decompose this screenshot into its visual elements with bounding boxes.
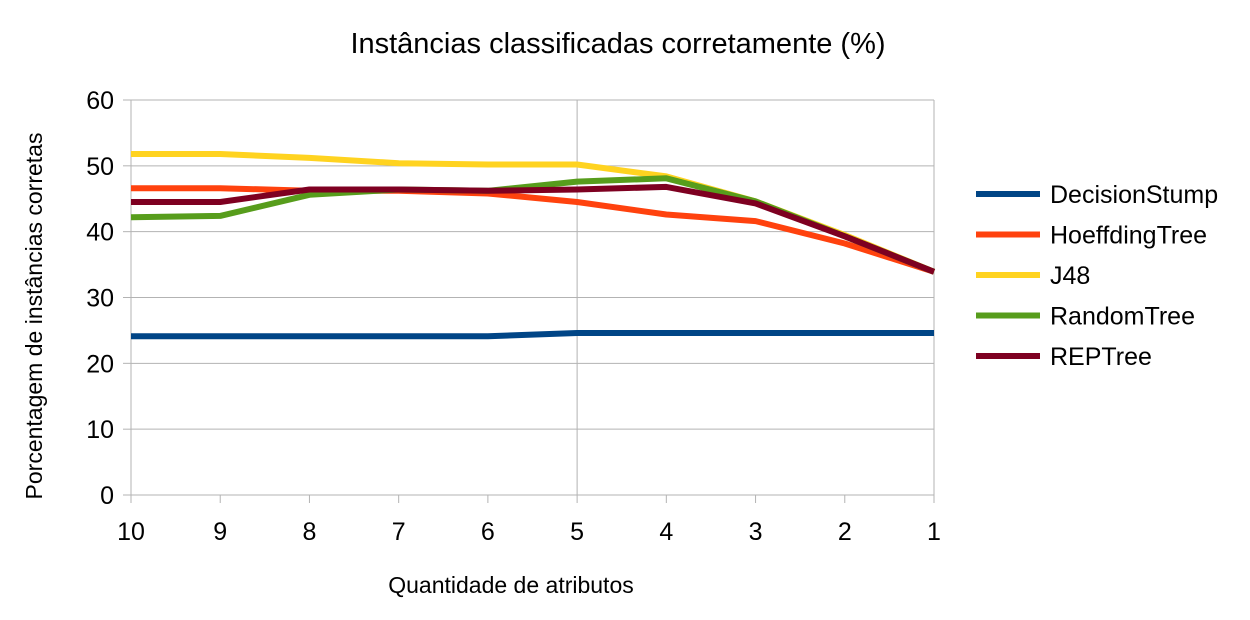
x-tick-label: 4 — [659, 518, 673, 546]
legend-label: J48 — [1050, 262, 1090, 290]
x-tick-label: 10 — [117, 518, 145, 546]
legend-label: REPTree — [1050, 343, 1152, 371]
axes — [123, 99, 935, 503]
y-tick-label: 20 — [86, 350, 114, 378]
series-line-hoeffdingtree — [131, 185, 935, 275]
x-tick-label: 6 — [481, 518, 495, 546]
x-tick-label: 2 — [838, 518, 852, 546]
x-tick-labels: 10 9 8 7 6 5 4 3 2 1 — [117, 518, 941, 546]
series-line-reptree — [131, 183, 936, 275]
legend-label: RandomTree — [1050, 303, 1195, 331]
legend: DecisionStump HoeffdingTree J48 RandomTree R… — [976, 181, 1218, 371]
legend-label: DecisionStump — [1050, 181, 1218, 209]
series-line-j48 — [131, 151, 936, 275]
series-line-decisionstump — [131, 330, 934, 340]
grid-layer — [131, 99, 934, 495]
series-lines — [130, 151, 936, 340]
x-axis-label: Quantidade de atributos — [388, 572, 634, 598]
x-tick-label: 3 — [749, 518, 763, 546]
y-tick-label: 10 — [86, 416, 114, 444]
y-axis-label: Porcentagem de instâncias corretas — [21, 133, 47, 500]
x-tick-label: 7 — [392, 518, 406, 546]
chart-title: Instâncias classificadas corretamente (%… — [350, 28, 885, 60]
y-tick-label: 60 — [86, 87, 114, 115]
y-tick-labels: 0 10 20 30 40 50 60 — [86, 87, 114, 510]
legend-label: HoeffdingTree — [1050, 222, 1207, 250]
x-tick-label: 8 — [302, 518, 316, 546]
x-tick-label: 9 — [213, 518, 227, 546]
y-tick-label: 40 — [86, 219, 114, 247]
x-tick-label: 1 — [927, 518, 941, 546]
y-tick-label: 30 — [86, 285, 114, 313]
x-tick-label: 5 — [570, 518, 584, 546]
y-tick-label: 0 — [100, 482, 114, 510]
y-tick-label: 50 — [86, 153, 114, 181]
